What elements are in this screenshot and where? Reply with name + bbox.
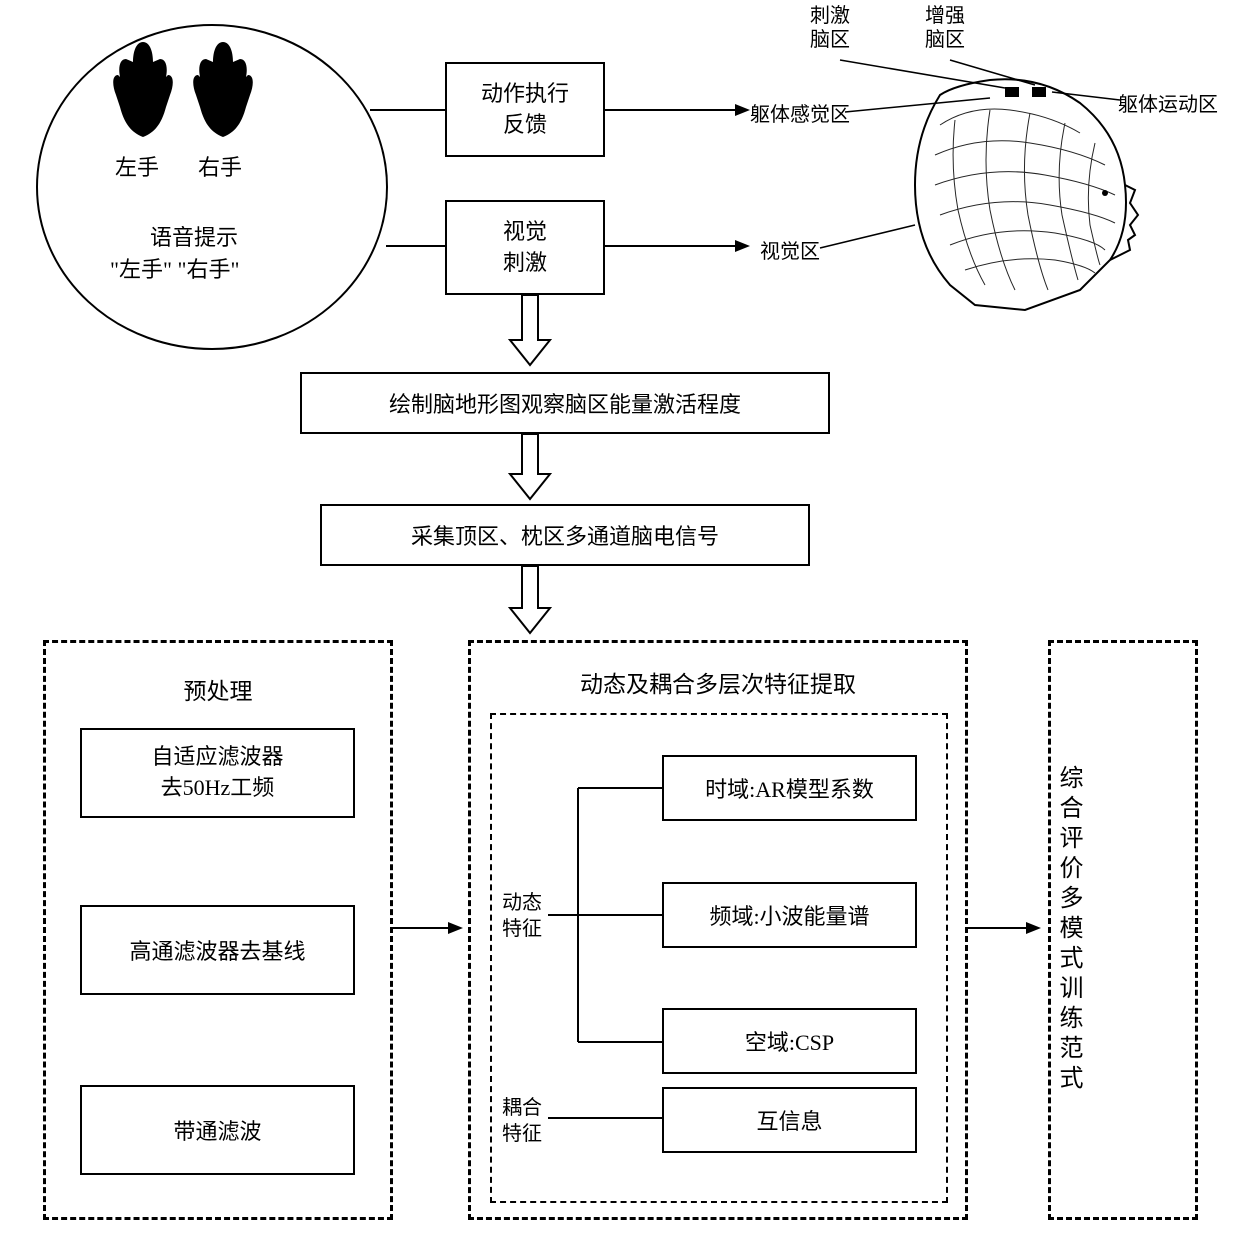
voice-prompt-l2: "左手" "右手"	[110, 252, 239, 284]
right-hand-label: 右手	[198, 150, 242, 182]
collect-box: 采集顶区、枕区多通道脑电信号	[320, 504, 810, 566]
preprocess-title: 预处理	[43, 672, 393, 706]
brain-label-visual: 视觉区	[760, 235, 820, 264]
features-title: 动态及耦合多层次特征提取	[468, 665, 968, 699]
dynamic-feature-label: 动态 特征	[502, 890, 542, 942]
left-hand-label: 左手	[115, 150, 159, 182]
dynamic-feature-branches	[548, 770, 678, 1060]
visual-l1: 视觉	[503, 217, 547, 248]
left-hand-icon	[108, 37, 178, 142]
evaluate-text: 综合评价多模式训练范式	[1051, 643, 1086, 1217]
coupling-feature-label: 耦合 特征	[502, 1095, 542, 1147]
feature-freq-domain: 频域:小波能量谱	[662, 882, 917, 948]
preprocess-step3: 带通滤波	[80, 1085, 355, 1175]
hollow-arrow-visual-to-topomap	[505, 295, 555, 370]
feature-time-domain: 时域:AR模型系数	[662, 755, 917, 821]
arrow-feedback-to-brain	[605, 100, 755, 120]
feedback-box: 动作执行 反馈	[445, 62, 605, 157]
brain-label-enhance: 增强 脑区	[925, 4, 965, 52]
preprocess-step1: 自适应滤波器 去50Hz工频	[80, 728, 355, 818]
coupling-feature-branch	[548, 1108, 678, 1128]
feature-space-domain: 空域:CSP	[662, 1008, 917, 1074]
topomap-text: 绘制脑地形图观察脑区能量激活程度	[389, 387, 741, 419]
right-hand-icon	[188, 37, 258, 142]
arrow-visual-to-brain	[605, 236, 755, 256]
evaluate-panel: 综合评价多模式训练范式	[1048, 640, 1198, 1220]
visual-stim-box: 视觉 刺激	[445, 200, 605, 295]
hollow-arrow-topomap-to-collect	[505, 434, 555, 504]
preprocess-step2: 高通滤波器去基线	[80, 905, 355, 995]
topomap-box: 绘制脑地形图观察脑区能量激活程度	[300, 372, 830, 434]
feedback-l2: 反馈	[481, 110, 569, 141]
brain-label-somatomotor: 躯体运动区	[1118, 88, 1218, 117]
voice-prompt-l1: 语音提示	[150, 220, 238, 252]
brain-label-stimulate: 刺激 脑区	[810, 4, 850, 52]
feature-mutual-info: 互信息	[662, 1087, 917, 1153]
collect-text: 采集顶区、枕区多通道脑电信号	[411, 519, 719, 551]
visual-l2: 刺激	[503, 248, 547, 279]
feedback-l1: 动作执行	[481, 79, 569, 110]
arrow-features-to-evaluate	[968, 918, 1048, 938]
arrow-preprocess-to-features	[393, 918, 468, 938]
hollow-arrow-collect-to-processing	[505, 566, 555, 638]
brain-label-somatosensory: 躯体感觉区	[750, 98, 850, 127]
